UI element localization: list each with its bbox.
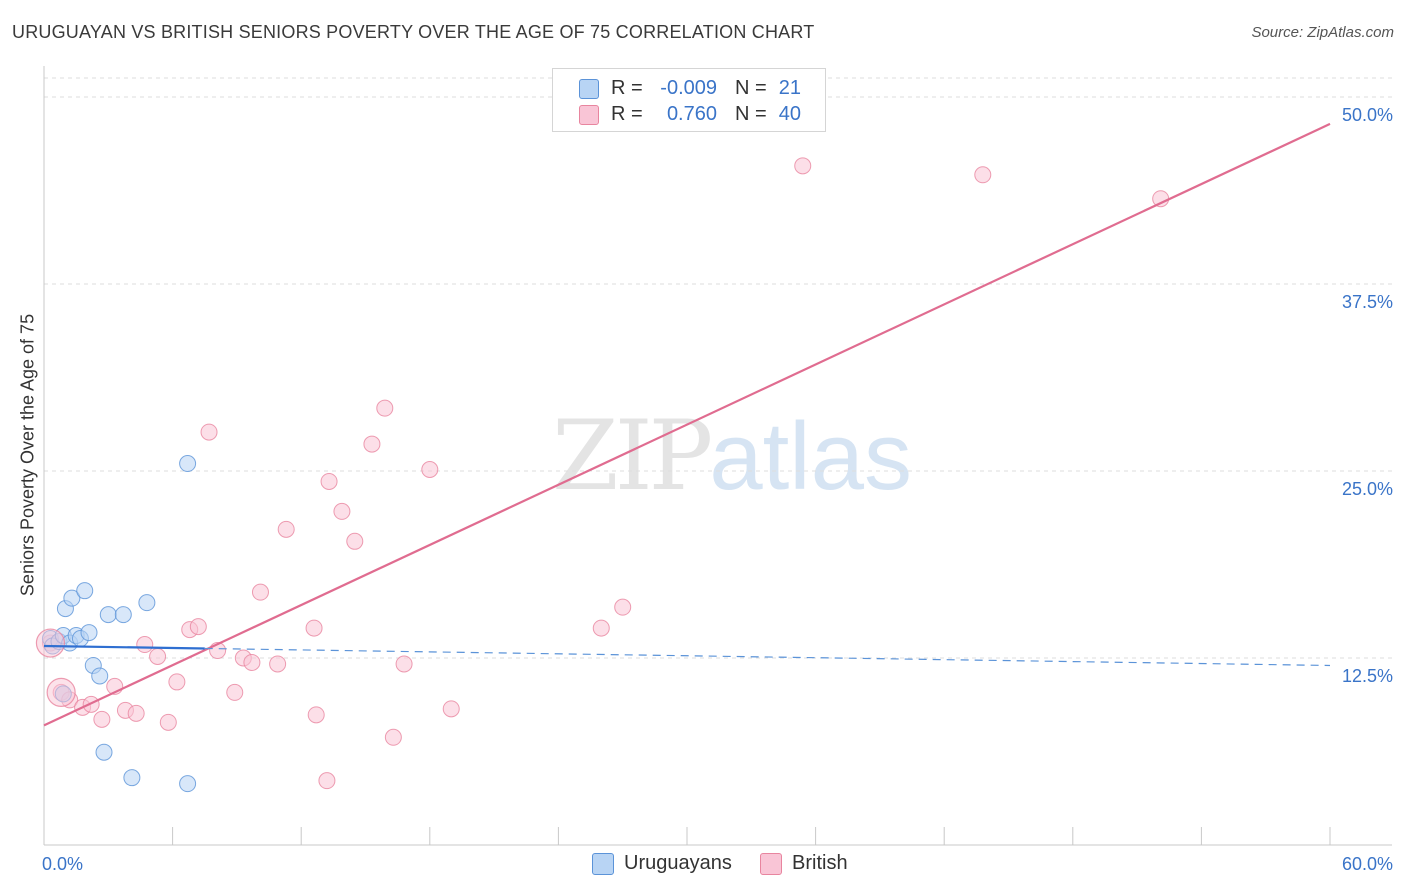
x-tick-label: 0.0% [42,854,83,874]
legend-n-value: 40 [778,103,801,125]
chart-title: URUGUAYAN VS BRITISH SENIORS POVERTY OVE… [12,22,815,42]
data-point-british [200,423,218,441]
data-point-british [136,636,154,654]
legend-swatch-british [579,105,599,125]
legend-r-label: R = [611,103,643,125]
watermark-zip: ZIP [552,400,713,512]
x-tick-label: 60.0% [1342,854,1393,874]
legend-r-label: R = [611,77,643,99]
data-point-british [614,598,632,616]
watermark: ZIPatlas [552,400,912,512]
y-axis-label: Seniors Poverty Over the Age of 75 [17,313,38,597]
data-point-british [127,704,145,722]
data-point-uruguayans [138,594,156,612]
data-point-uruguayans [179,455,197,473]
y-tick-label: 25.0% [1342,479,1393,499]
data-point-uruguayans [80,624,98,642]
data-point-british [305,619,323,637]
data-point-british [363,435,381,453]
bottom-legend-swatch-uruguayans [592,853,614,875]
bottom-legend-label: Uruguayans [624,852,732,874]
data-point-british [243,653,261,671]
legend-n-label: N = [735,103,767,125]
data-point-british [251,583,269,601]
legend-swatch-uruguayans [579,79,599,99]
data-point-british [395,655,413,673]
data-point-british [421,461,439,479]
data-point-uruguayans [91,667,109,685]
bottom-legend-swatch-british [760,853,782,875]
data-point-british [149,648,167,666]
data-point-uruguayans [114,606,132,624]
legend-r-value: 0.760 [666,103,717,125]
data-point-british [226,683,244,701]
data-point-british [320,472,338,490]
trendline-uruguayans-solid [43,644,205,650]
data-point-uruguayans [76,582,94,600]
data-point-british [384,728,402,746]
data-point-large [35,628,66,658]
data-point-british [346,532,364,550]
y-tick-label: 12.5% [1342,666,1393,686]
legend-n-value: 21 [778,77,801,99]
data-point-british [592,619,610,637]
data-point-british [307,706,325,724]
trendline-british [43,122,1331,727]
data-point-british [168,673,186,691]
watermark-atlas: atlas [709,403,912,510]
legend-row-uruguayans: R = -0.009 N = 21 [553,75,825,101]
data-point-large [46,677,76,708]
data-point-british [1152,190,1170,208]
legend-r-value: -0.009 [660,77,717,99]
data-point-british [974,166,992,184]
legend-row-british: R = 0.760 N = 40 [553,101,825,127]
data-point-british [442,700,460,718]
source-label: Source: ZipAtlas.com [1251,24,1394,41]
y-tick-label: 50.0% [1342,105,1393,125]
data-point-british [269,655,287,673]
data-point-uruguayans [123,769,141,787]
data-point-uruguayans [95,743,113,761]
trendline-uruguayans-dashed [204,647,1331,667]
data-point-british [333,502,351,520]
data-point-british [159,713,177,731]
data-point-uruguayans [179,775,197,793]
data-point-british [794,157,812,175]
data-point-british [376,399,394,417]
y-tick-label: 37.5% [1342,292,1393,312]
data-point-uruguayans [99,606,117,624]
legend-n-label: N = [735,77,767,99]
data-point-british [189,618,207,636]
data-point-british [93,710,111,728]
data-point-british [318,772,336,790]
data-point-british [277,520,295,538]
stats-legend: R = -0.009 N = 21 R = 0.760 N = 40 [552,68,826,132]
bottom-legend-label: British [792,852,848,874]
data-point-uruguayans [63,589,81,607]
